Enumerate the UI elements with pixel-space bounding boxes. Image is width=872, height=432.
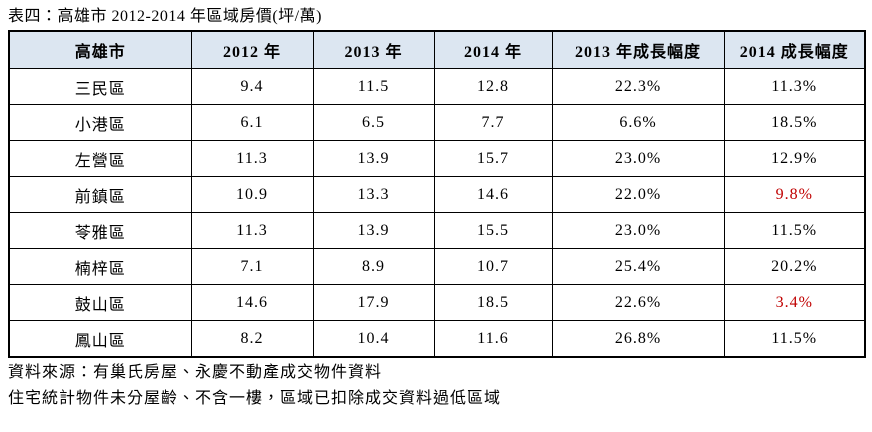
- price-2013-cell: 17.9: [312, 284, 435, 321]
- growth-2014-cell: 9.8%: [723, 176, 866, 213]
- growth-2014-cell: 20.2%: [723, 248, 866, 285]
- header-2013: 2013 年: [312, 30, 435, 69]
- footnotes: 資料來源：有巢氏房屋、永慶不動產成交物件資料 住宅統計物件未分屋齡、不含一樓，區…: [8, 360, 864, 412]
- price-2014-cell: 11.6: [433, 320, 553, 358]
- growth-2014-cell: 11.5%: [723, 320, 866, 358]
- price-2012-cell: 14.6: [190, 284, 314, 321]
- table-row: 鼓山區 14.6 17.9 18.5 22.6% 3.4%: [8, 284, 866, 321]
- price-2013-cell: 6.5: [312, 104, 435, 141]
- header-2014: 2014 年: [433, 30, 553, 69]
- table-row: 三民區 9.4 11.5 12.8 22.3% 11.3%: [8, 68, 866, 105]
- price-2013-cell: 10.4: [312, 320, 435, 358]
- district-cell: 鼓山區: [8, 284, 192, 321]
- growth-2013-cell: 23.0%: [551, 140, 725, 177]
- price-2014-cell: 15.5: [433, 212, 553, 249]
- district-cell: 左營區: [8, 140, 192, 177]
- growth-2013-cell: 26.8%: [551, 320, 725, 358]
- price-2013-cell: 13.9: [312, 140, 435, 177]
- table-row: 前鎮區 10.9 13.3 14.6 22.0% 9.8%: [8, 176, 866, 213]
- table-row: 楠梓區 7.1 8.9 10.7 25.4% 20.2%: [8, 248, 866, 285]
- price-2013-cell: 13.9: [312, 212, 435, 249]
- price-2013-cell: 11.5: [312, 68, 435, 105]
- housing-price-table: 高雄市 2012 年 2013 年 2014 年 2013 年成長幅度 2014…: [8, 30, 866, 358]
- district-cell: 小港區: [8, 104, 192, 141]
- header-row: 高雄市 2012 年 2013 年 2014 年 2013 年成長幅度 2014…: [8, 30, 866, 69]
- growth-2013-cell: 22.0%: [551, 176, 725, 213]
- growth-2013-cell: 6.6%: [551, 104, 725, 141]
- price-2012-cell: 7.1: [190, 248, 314, 285]
- district-cell: 苓雅區: [8, 212, 192, 249]
- growth-2014-cell: 12.9%: [723, 140, 866, 177]
- price-2012-cell: 9.4: [190, 68, 314, 105]
- district-cell: 楠梓區: [8, 248, 192, 285]
- header-city: 高雄市: [8, 30, 192, 69]
- header-2014-growth: 2014 成長幅度: [723, 30, 866, 69]
- growth-2014-cell: 11.3%: [723, 68, 866, 105]
- price-2013-cell: 8.9: [312, 248, 435, 285]
- price-2012-cell: 10.9: [190, 176, 314, 213]
- growth-2013-cell: 23.0%: [551, 212, 725, 249]
- growth-2014-cell: 11.5%: [723, 212, 866, 249]
- price-2012-cell: 11.3: [190, 140, 314, 177]
- header-2012: 2012 年: [190, 30, 314, 69]
- table-row: 苓雅區 11.3 13.9 15.5 23.0% 11.5%: [8, 212, 866, 249]
- price-2014-cell: 15.7: [433, 140, 553, 177]
- price-2012-cell: 6.1: [190, 104, 314, 141]
- growth-2013-cell: 25.4%: [551, 248, 725, 285]
- table-row: 左營區 11.3 13.9 15.7 23.0% 12.9%: [8, 140, 866, 177]
- growth-2014-cell: 3.4%: [723, 284, 866, 321]
- district-cell: 鳳山區: [8, 320, 192, 358]
- growth-2013-cell: 22.3%: [551, 68, 725, 105]
- price-2014-cell: 10.7: [433, 248, 553, 285]
- method-note: 住宅統計物件未分屋齡、不含一樓，區域已扣除成交資料過低區域: [8, 390, 502, 407]
- price-2014-cell: 14.6: [433, 176, 553, 213]
- district-cell: 三民區: [8, 68, 192, 105]
- price-2014-cell: 18.5: [433, 284, 553, 321]
- price-2014-cell: 12.8: [433, 68, 553, 105]
- table-row: 小港區 6.1 6.5 7.7 6.6% 18.5%: [8, 104, 866, 141]
- table-caption: 表四：高雄市 2012-2014 年區域房價(坪/萬): [8, 8, 322, 25]
- growth-2014-cell: 18.5%: [723, 104, 866, 141]
- table-row: 鳳山區 8.2 10.4 11.6 26.8% 11.5%: [8, 320, 866, 358]
- price-2013-cell: 13.3: [312, 176, 435, 213]
- price-2012-cell: 11.3: [190, 212, 314, 249]
- price-2014-cell: 7.7: [433, 104, 553, 141]
- source-note: 資料來源：有巢氏房屋、永慶不動產成交物件資料: [8, 364, 383, 381]
- price-2012-cell: 8.2: [190, 320, 314, 358]
- growth-2013-cell: 22.6%: [551, 284, 725, 321]
- header-2013-growth: 2013 年成長幅度: [551, 30, 725, 69]
- district-cell: 前鎮區: [8, 176, 192, 213]
